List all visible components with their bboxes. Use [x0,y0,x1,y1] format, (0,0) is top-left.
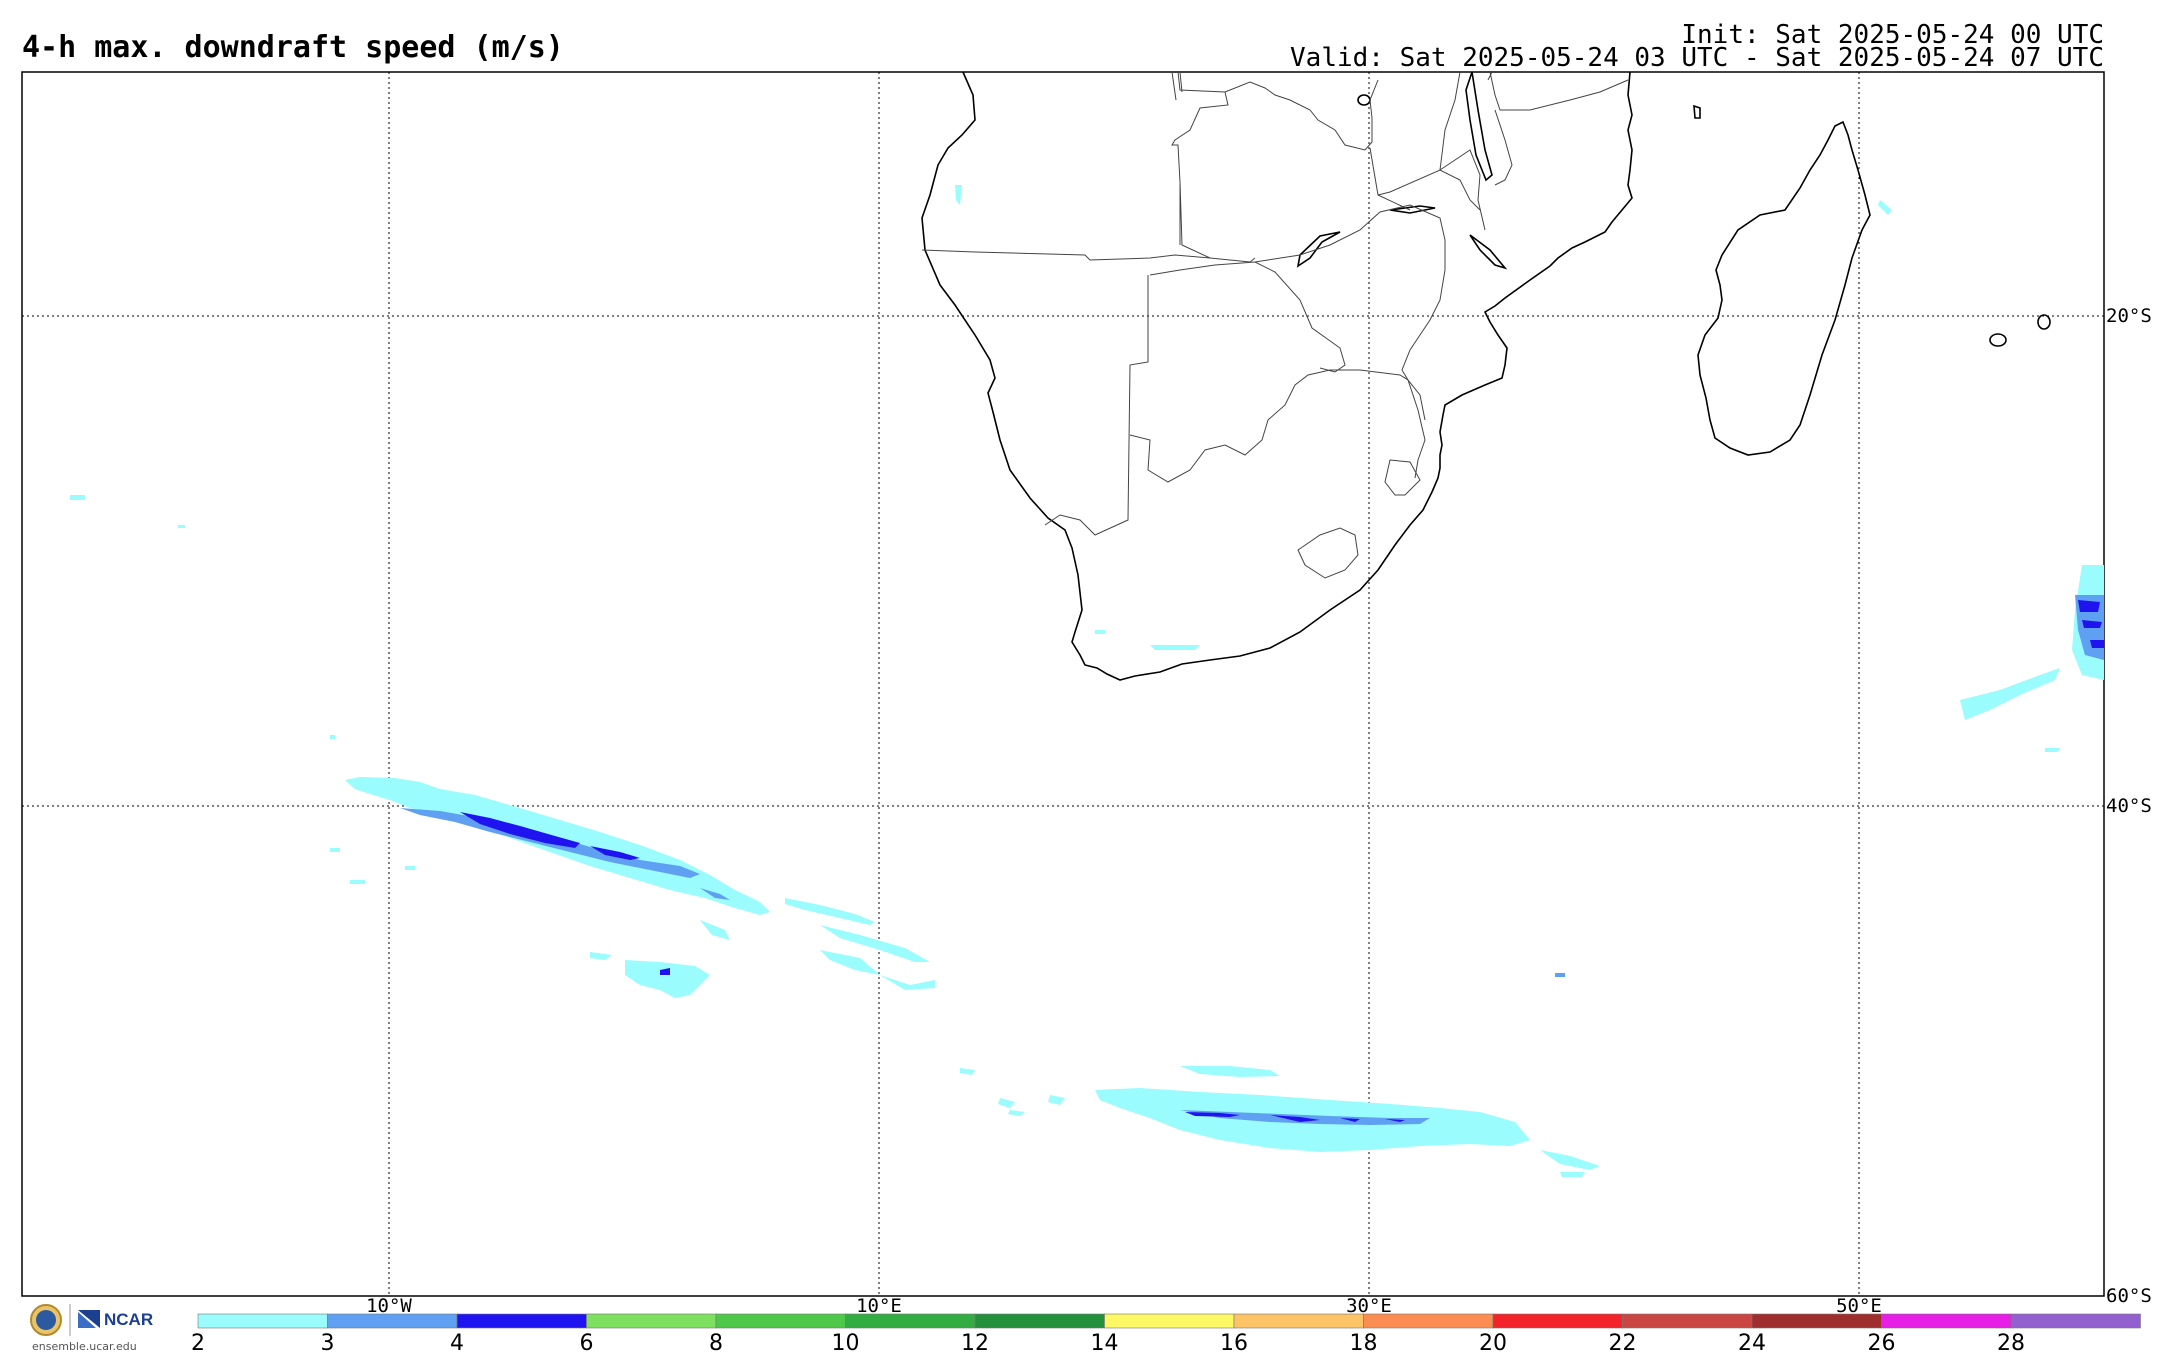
lon-label-10w: 10°W [366,1295,412,1317]
colorbar-tick-label: 6 [580,1331,594,1354]
colorbar-tick-label: 14 [1091,1331,1119,1354]
colorbar-tick-label: 8 [709,1331,723,1354]
colorbar-swatch [1233,1313,1364,1329]
colorbar-swatch [327,1313,458,1329]
map-frame [21,71,2105,1297]
map-title: 4-h max. downdraft speed (m/s) [22,30,564,65]
colorbar-tick-label: 12 [961,1331,989,1354]
valid-time: Valid: Sat 2025-05-24 03 UTC - Sat 2025-… [1290,43,2104,73]
nsf-seal-icon [30,1304,62,1336]
colorbar-swatch [1622,1313,1753,1329]
colorbar-swatch [197,1313,328,1329]
madagascar-coast [1697,120,1871,456]
colorbar-swatch [1104,1313,1235,1329]
colorbar-tick-label: 2 [191,1331,205,1354]
ncar-logo-text: NCAR [104,1310,154,1329]
colorbar-tick-label: 18 [1350,1331,1378,1354]
colorbar-swatch [974,1313,1105,1329]
colorbar-swatch [1363,1313,1494,1329]
lon-label-50e: 50°E [1836,1295,1882,1317]
lon-labels: 10°W 10°E 30°E 50°E [366,1295,1882,1317]
graticule [22,72,2104,1296]
ncar-logo-icon [78,1310,100,1328]
colorbar-tick-label: 24 [1738,1331,1766,1354]
zambezi-delta [1469,234,1508,270]
lake-kariba [1296,231,1341,268]
colorbar-tick-label: 22 [1609,1331,1637,1354]
lake-malawi [1465,71,1493,182]
downdraft-band-atlantic [330,735,935,998]
downdraft-band-south [960,973,1600,1170]
colorbar-tick-label: 3 [321,1331,335,1354]
colorbar-swatch [1492,1313,1623,1329]
colorbar-swatch [715,1313,846,1329]
colorbar-swatch [2010,1313,2141,1329]
colorbar-tick-label: 26 [1868,1331,1896,1354]
coastline [921,71,2051,681]
colorbar-swatch [456,1313,587,1329]
lat-label-60s: 60°S [2106,1285,2152,1307]
lat-label-40s: 40°S [2106,795,2152,817]
colorbar-swatch [1751,1313,1882,1329]
cahora-bassa [1389,205,1436,214]
downdraft-east-edge [70,185,2104,1177]
africa-coast [921,71,1633,681]
lon-label-30e: 30°E [1346,1295,1392,1317]
lat-label-20s: 20°S [2106,305,2152,327]
downdraft-shading [70,185,2104,1177]
colorbar-tick-label: 20 [1479,1331,1507,1354]
colorbar-tick-label: 10 [832,1331,860,1354]
reunion-coast [1989,333,2007,347]
lon-label-10e: 10°E [856,1295,902,1317]
colorbar-tick-label: 4 [450,1331,464,1354]
mauritius-coast [2037,314,2051,330]
colorbar: 2 3 4 6 8 10 12 14 16 18 20 22 24 26 28 [191,1313,2141,1354]
lat-labels: 20°S 40°S 60°S [2106,305,2152,1307]
country-borders [921,71,1629,579]
colorbar-swatch [586,1313,717,1329]
colorbar-tick-label: 16 [1220,1331,1248,1354]
colorbar-tick-label: 28 [1997,1331,2025,1354]
colorbar-swatch [1881,1313,2012,1329]
init-time: Init: Sat 2025-05-24 00 UTC [1681,20,2104,50]
colorbar-swatch [845,1313,976,1329]
logo-site-text[interactable]: ensemble.ucar.edu [32,1340,137,1353]
comoros-coast [1693,104,1701,119]
